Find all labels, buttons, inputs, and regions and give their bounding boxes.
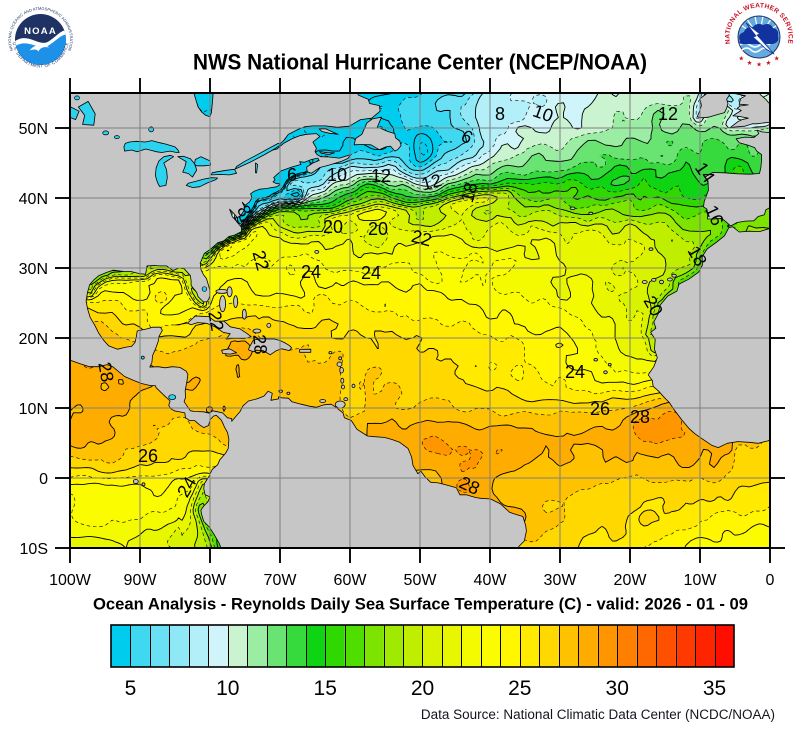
svg-text:20N: 20N bbox=[19, 331, 48, 348]
svg-text:Ocean Analysis - Reynolds Dail: Ocean Analysis - Reynolds Daily Sea Surf… bbox=[93, 595, 748, 614]
svg-text:10S: 10S bbox=[20, 541, 48, 558]
svg-text:100W: 100W bbox=[49, 572, 92, 589]
svg-text:70W: 70W bbox=[264, 572, 298, 589]
svg-text:★: ★ bbox=[774, 54, 780, 62]
svg-text:60W: 60W bbox=[334, 572, 368, 589]
svg-text:28: 28 bbox=[94, 360, 117, 383]
svg-text:6: 6 bbox=[287, 165, 297, 185]
svg-text:0: 0 bbox=[39, 471, 48, 488]
svg-text:5: 5 bbox=[125, 677, 137, 700]
svg-text:★: ★ bbox=[747, 59, 753, 67]
svg-text:★: ★ bbox=[756, 61, 762, 69]
svg-text:10N: 10N bbox=[19, 401, 48, 418]
svg-text:★: ★ bbox=[738, 54, 744, 62]
svg-text:90W: 90W bbox=[124, 572, 158, 589]
svg-text:10W: 10W bbox=[684, 572, 718, 589]
svg-text:20: 20 bbox=[323, 217, 343, 237]
svg-text:8: 8 bbox=[495, 104, 505, 124]
svg-text:12: 12 bbox=[371, 166, 391, 186]
svg-text:30N: 30N bbox=[19, 261, 48, 278]
svg-text:40W: 40W bbox=[474, 572, 508, 589]
svg-text:28: 28 bbox=[630, 407, 650, 427]
svg-text:NWS National Hurricane Center: NWS National Hurricane Center (NCEP/NOAA… bbox=[193, 50, 647, 75]
svg-text:80W: 80W bbox=[194, 572, 228, 589]
svg-text:20: 20 bbox=[411, 677, 434, 700]
svg-text:26: 26 bbox=[590, 399, 610, 419]
svg-text:25: 25 bbox=[508, 677, 531, 700]
svg-text:30W: 30W bbox=[544, 572, 578, 589]
svg-text:10: 10 bbox=[327, 165, 347, 185]
svg-text:15: 15 bbox=[314, 677, 337, 700]
svg-text:40N: 40N bbox=[19, 191, 48, 208]
svg-text:30: 30 bbox=[606, 677, 629, 700]
svg-text:28: 28 bbox=[249, 334, 271, 356]
svg-text:20: 20 bbox=[368, 219, 388, 239]
svg-text:35: 35 bbox=[703, 677, 726, 700]
svg-text:NOAA: NOAA bbox=[24, 26, 57, 37]
svg-text:Data Source: National Climatic: Data Source: National Climatic Data Cent… bbox=[421, 707, 775, 722]
svg-text:12: 12 bbox=[658, 104, 678, 124]
svg-text:★: ★ bbox=[765, 59, 771, 67]
svg-text:22: 22 bbox=[204, 309, 227, 332]
svg-text:10: 10 bbox=[216, 677, 239, 700]
svg-text:26: 26 bbox=[138, 446, 158, 466]
svg-text:24: 24 bbox=[301, 262, 321, 282]
svg-text:50W: 50W bbox=[404, 572, 438, 589]
svg-text:20W: 20W bbox=[614, 572, 648, 589]
svg-text:50N: 50N bbox=[19, 121, 48, 138]
svg-text:24: 24 bbox=[565, 362, 585, 382]
svg-text:24: 24 bbox=[361, 263, 381, 283]
svg-text:0: 0 bbox=[766, 572, 775, 589]
